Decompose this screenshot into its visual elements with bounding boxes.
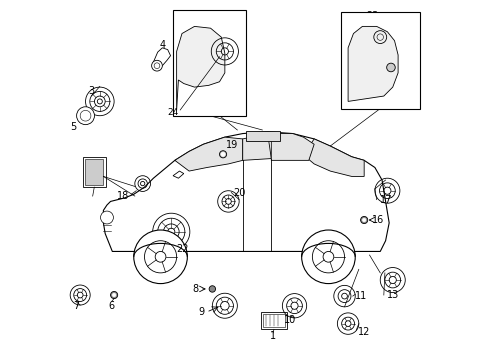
Bar (260, 312, 287, 329)
Text: 23: 23 (366, 12, 378, 21)
Circle shape (386, 63, 394, 72)
Circle shape (101, 211, 113, 224)
Polygon shape (175, 137, 242, 171)
Text: 17: 17 (379, 195, 391, 204)
Polygon shape (347, 26, 397, 102)
Circle shape (221, 152, 225, 157)
Circle shape (312, 241, 344, 273)
Text: 21: 21 (198, 12, 210, 21)
Bar (262, 314, 285, 327)
Text: 13: 13 (386, 290, 399, 300)
Polygon shape (271, 134, 313, 160)
Circle shape (155, 251, 165, 262)
Text: 22: 22 (176, 244, 188, 253)
Circle shape (209, 286, 215, 292)
Text: 10: 10 (284, 315, 296, 325)
Text: 3: 3 (88, 86, 95, 96)
Text: 8: 8 (192, 284, 198, 294)
Text: 24: 24 (167, 108, 178, 117)
Polygon shape (173, 171, 183, 178)
Polygon shape (303, 139, 364, 176)
Circle shape (77, 107, 94, 125)
Text: 1: 1 (269, 332, 276, 342)
Bar (246, 131, 280, 141)
Text: 6: 6 (108, 301, 115, 311)
Circle shape (134, 230, 187, 284)
Text: 5: 5 (70, 122, 77, 132)
Circle shape (110, 292, 118, 298)
Text: 4: 4 (159, 40, 165, 50)
Text: 9: 9 (198, 307, 204, 317)
Bar (173, 10, 246, 116)
Text: 12: 12 (357, 327, 370, 337)
Text: 19: 19 (225, 140, 238, 150)
Text: 18: 18 (117, 191, 129, 201)
Text: 15: 15 (208, 97, 221, 107)
Polygon shape (242, 134, 271, 160)
Circle shape (112, 293, 116, 297)
Bar (85, 159, 103, 185)
Text: 14: 14 (189, 54, 201, 64)
Circle shape (362, 218, 365, 222)
Text: 7: 7 (73, 301, 79, 311)
Bar (340, 12, 419, 109)
Text: 11: 11 (354, 291, 366, 301)
Polygon shape (176, 26, 224, 111)
Circle shape (144, 241, 176, 273)
Bar (83, 157, 105, 187)
Polygon shape (103, 132, 388, 251)
Circle shape (151, 60, 162, 71)
Text: 20: 20 (233, 188, 245, 198)
Circle shape (219, 151, 226, 158)
Circle shape (323, 251, 333, 262)
Circle shape (360, 216, 367, 224)
Text: 16: 16 (372, 215, 384, 225)
Circle shape (301, 230, 354, 284)
